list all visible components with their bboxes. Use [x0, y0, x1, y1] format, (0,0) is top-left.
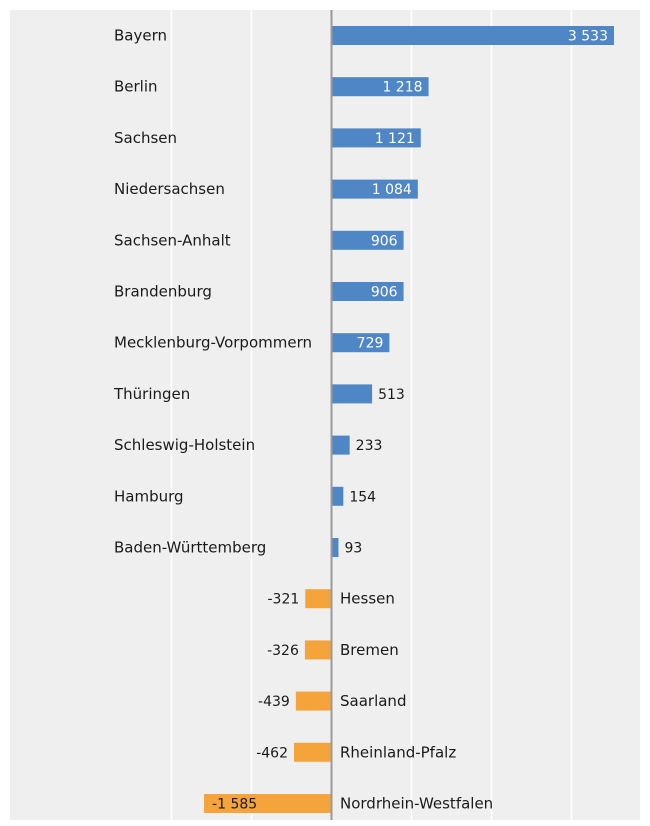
bar — [331, 282, 404, 301]
chart-container: Bayern 3 533 Berlin 1 218 Sachsen 1 121 Nieder… — [10, 10, 640, 820]
data-label: 1 084 — [372, 182, 412, 198]
bar-chart: Bayern 3 533 Berlin 1 218 Sachsen 1 121 Nieder… — [10, 10, 640, 820]
bar — [204, 794, 331, 813]
data-label: 93 — [344, 541, 362, 557]
data-label: 3 533 — [568, 29, 608, 45]
bar — [331, 486, 344, 506]
category-label: Baden-Württemberg — [114, 539, 266, 557]
bar — [331, 435, 350, 455]
data-label: -326 — [267, 643, 299, 659]
data-label: 729 — [357, 336, 384, 352]
category-label: Saarland — [340, 692, 406, 710]
data-label: 1 218 — [382, 80, 422, 96]
category-label: Berlin — [114, 78, 158, 96]
bar — [293, 742, 331, 762]
data-label: -1 585 — [212, 797, 257, 813]
category-label: Hamburg — [114, 487, 184, 505]
category-label: Brandenburg — [114, 283, 212, 301]
category-label: Sachsen-Anhalt — [114, 231, 231, 249]
category-label: Thüringen — [113, 385, 190, 403]
bar — [331, 128, 421, 148]
bar — [305, 589, 331, 609]
bar — [331, 179, 418, 199]
category-label: Rheinland-Pfalz — [340, 743, 456, 761]
data-label: -439 — [258, 694, 290, 710]
data-label: 906 — [371, 285, 398, 301]
category-label: Niedersachsen — [114, 180, 225, 198]
category-label: Bayern — [114, 27, 167, 45]
data-label: -321 — [268, 592, 300, 608]
data-label: 233 — [356, 438, 383, 454]
bar — [331, 384, 373, 404]
plot-background — [10, 10, 640, 820]
bar — [295, 691, 331, 711]
bar — [331, 333, 390, 353]
bar — [331, 230, 404, 250]
bar — [304, 640, 331, 660]
category-label: Nordrhein-Westfalen — [340, 795, 493, 813]
bar — [331, 77, 429, 97]
data-label: 906 — [371, 233, 398, 249]
category-label: Schleswig-Holstein — [114, 436, 255, 454]
bar — [331, 26, 614, 45]
data-label: 1 121 — [375, 131, 415, 147]
category-label: Sachsen — [114, 129, 177, 147]
bar — [331, 538, 339, 557]
category-label: Hessen — [340, 590, 395, 608]
data-label: 513 — [378, 387, 405, 403]
category-label: Mecklenburg-Vorpommern — [114, 334, 312, 352]
data-label: 154 — [349, 489, 376, 505]
category-label: Bremen — [340, 641, 399, 659]
data-label: -462 — [256, 745, 288, 761]
